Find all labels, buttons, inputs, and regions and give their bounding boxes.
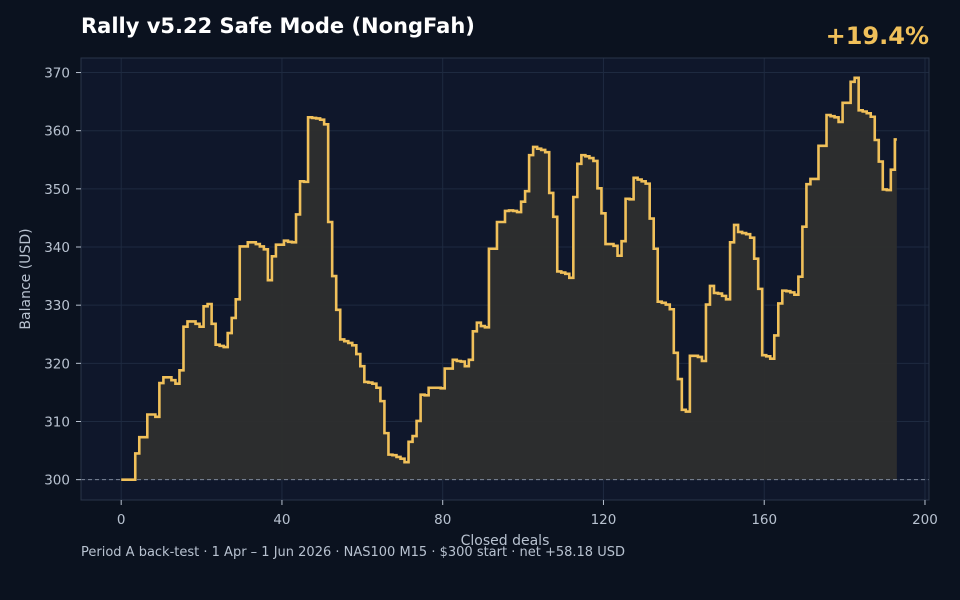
x-axis: 0 40 80 120 160 200: [117, 500, 938, 528]
x-tick-label: 200: [912, 512, 938, 528]
x-tick-label: 40: [273, 512, 290, 528]
x-tick-label: 160: [751, 512, 777, 528]
y-tick-label: 310: [44, 414, 70, 430]
x-tick-label: 80: [434, 512, 451, 528]
y-tick-label: 370: [44, 66, 70, 82]
balance-area-fill: [121, 77, 897, 480]
y-axis-label: Balance (USD): [18, 228, 34, 329]
x-tick-label: 0: [117, 512, 126, 528]
balance-line: [121, 76, 897, 481]
x-axis-label: Closed deals: [461, 533, 550, 549]
chart-title: Rally v5.22 Safe Mode (NongFah): [81, 14, 475, 38]
x-tick-label: 120: [591, 512, 617, 528]
y-tick-label: 330: [44, 298, 70, 314]
y-axis: 300 310 320 330 340 350 360 370: [44, 66, 81, 489]
y-tick-label: 340: [44, 240, 70, 256]
y-tick-label: 360: [44, 124, 70, 140]
y-tick-label: 300: [44, 473, 70, 489]
return-percentage: +19.4%: [825, 22, 929, 50]
y-tick-label: 320: [44, 356, 70, 372]
backtest-summary: Period A back-test · 1 Apr – 1 Jun 2026 …: [81, 545, 625, 560]
plot-frame: [80, 57, 930, 501]
y-tick-label: 350: [44, 182, 70, 198]
